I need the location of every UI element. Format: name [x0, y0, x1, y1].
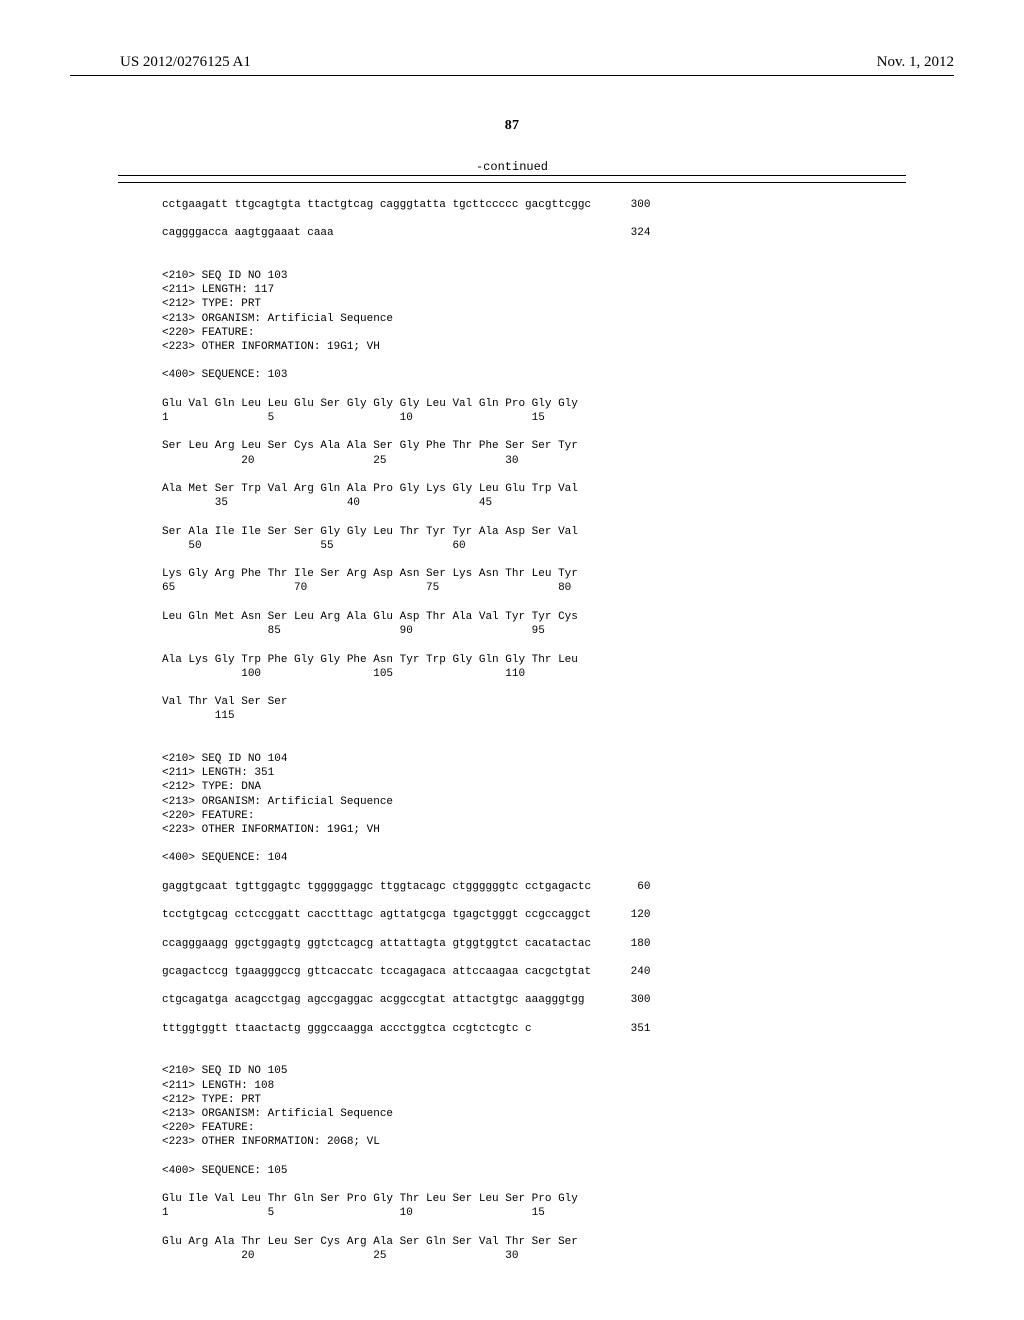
sequence-listing-body: cctgaagatt ttgcagtgta ttactgtcag cagggta… — [162, 198, 906, 1263]
section-rule-bottom — [118, 182, 906, 183]
publication-number: US 2012/0276125 A1 — [120, 54, 251, 71]
page-number: 87 — [0, 118, 1024, 134]
continued-label: -continued — [0, 160, 1024, 174]
page-header: US 2012/0276125 A1 Nov. 1, 2012 — [0, 54, 1024, 71]
header-rule — [70, 75, 954, 76]
publication-date: Nov. 1, 2012 — [877, 54, 954, 71]
section-rule-top — [118, 175, 906, 176]
